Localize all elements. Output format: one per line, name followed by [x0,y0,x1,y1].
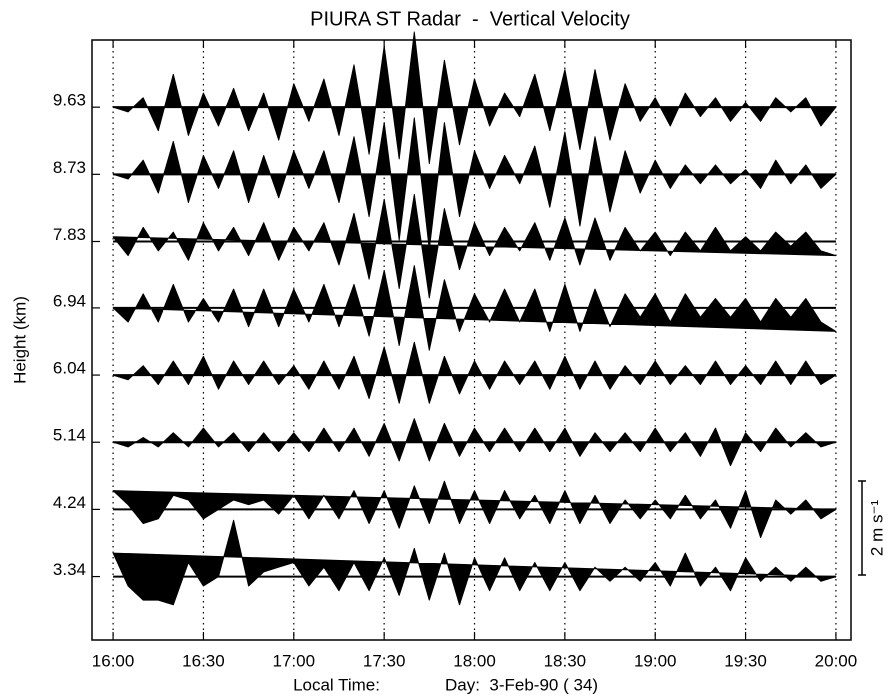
x-tick-label: 19:30 [724,651,767,670]
y-tick-label: 7.83 [53,225,86,244]
scale-bar-label: 2 m s⁻¹ [867,500,886,557]
y-tick-label: 6.94 [53,291,86,310]
x-tick-label: 17:30 [363,651,406,670]
x-axis-label: Local Time: [293,675,380,694]
x-tick-label: 18:30 [544,651,587,670]
velocity-trace [112,418,837,467]
chart-title: PIURA ST Radar - Vertical Velocity [310,8,630,30]
velocity-trace [112,519,837,606]
x-tick-label: 17:00 [273,651,316,670]
y-tick-label: 6.04 [53,359,86,378]
velocity-trace [112,480,837,539]
y-tick-label: 5.14 [53,426,86,445]
velocity-trace [112,341,837,404]
x-tick-label: 20:00 [815,651,858,670]
velocity-trace [112,194,837,299]
x-axis-label-2: Day: 3-Feb-90 ( 34) [445,675,598,694]
y-axis-label: Height (km) [10,296,29,384]
x-tick-label: 18:00 [453,651,496,670]
velocity-trace [112,117,837,250]
x-tick-label: 16:30 [182,651,225,670]
plot-frame [91,39,852,641]
velocity-trace [112,31,837,165]
x-tick-label: 19:00 [634,651,677,670]
y-tick-label: 8.73 [53,158,86,177]
y-tick-label: 9.63 [53,91,86,110]
x-tick-label: 16:00 [92,651,135,670]
y-tick-label: 3.34 [53,560,86,579]
y-tick-label: 4.24 [53,493,86,512]
velocity-trace [112,265,837,351]
